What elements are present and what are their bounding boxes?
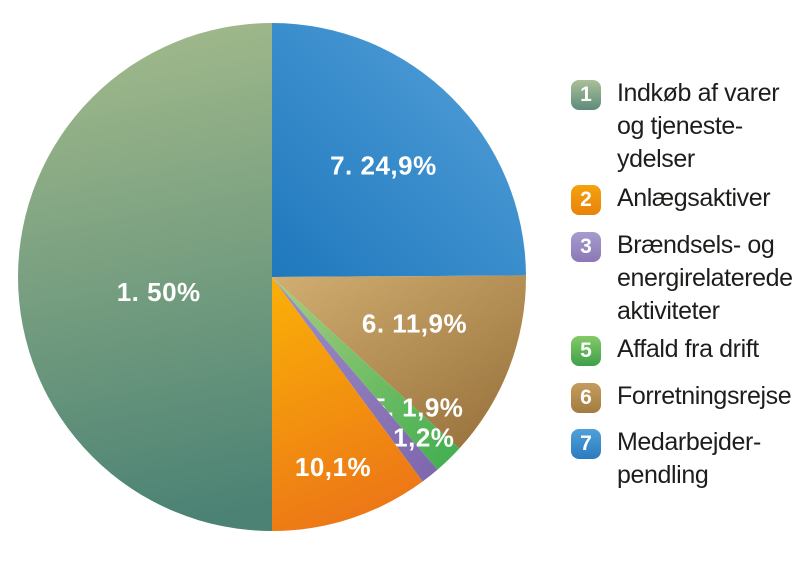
pie-slice-1 [18,23,272,531]
legend-item-5: 5 Affald fra drift [571,335,809,366]
legend-badge-5: 5 [571,336,601,366]
legend-item-2: 2 Anlægsaktiver [571,184,809,215]
slice-label-7: 7. 24,9% [330,151,437,181]
slice-label-2: 10,1% [295,452,371,482]
legend-label-6: Forretningsrejse [617,382,792,410]
legend-item-3: 3 Brændsels- og energirelaterede aktivit… [571,231,809,328]
legend-badge-1: 1 [571,80,601,110]
slice-label-6: 6. 11,9% [362,308,467,338]
legend-label-1: Indkøb af varer og tjeneste- ydelser [617,79,780,173]
legend-badge-3: 3 [571,232,601,262]
legend-label-3: Brændsels- og energirelaterede aktivitet… [617,231,793,325]
legend-badge-2: 2 [571,185,601,215]
pie-slice-3 [272,277,438,482]
pie-slice-6 [272,275,526,449]
pie-slice-5 [272,277,460,470]
pie-slice-2 [272,277,423,531]
slice-label-1: 1. 50% [117,277,201,307]
legend-item-6: 6 Forretningsrejse [571,382,809,413]
legend-label-5: Affald fra drift [617,335,759,363]
legend-label-2: Anlægsaktiver [617,184,771,212]
pie-slice-7 [272,23,526,277]
legend-badge-6: 6 [571,383,601,413]
legend-item-1: 1 Indkøb af varer og tjeneste- ydelser [571,79,809,176]
legend-label-7: Medarbejder- pendling [617,428,761,489]
legend: 1 Indkøb af varer og tjeneste- ydelser 2… [571,0,809,562]
legend-badge-7: 7 [571,429,601,459]
legend-item-7: 7 Medarbejder- pendling [571,428,809,492]
